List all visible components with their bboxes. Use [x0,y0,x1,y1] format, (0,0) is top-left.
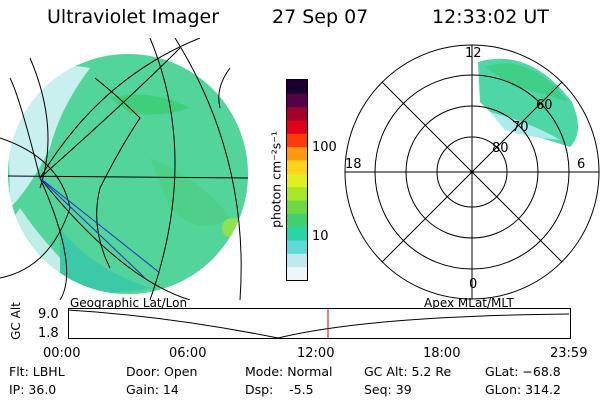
colorbar [286,79,308,281]
time-label: 12:33:02 UT [432,6,549,28]
mlt-label-0: 0 [469,277,478,292]
mlat-label-60: 60 [536,98,553,113]
colorbar-swatch [287,253,307,268]
colorbar-swatch [287,200,307,214]
polar-plot-caption: Apex MLat/MLT [424,296,514,310]
colorbar-swatch [287,146,307,161]
meridian-line [149,38,176,300]
date-label: 27 Sep 07 [272,6,369,28]
status-gc-alt: GC Alt: 5.2 Re [364,364,452,379]
colorbar-tick-10: 10 [312,229,329,244]
timeline-x-tick-2359: 23:59 [550,346,588,361]
colorbar-swatch [287,213,307,228]
colorbar-swatch [287,133,307,148]
timeline-y-tick-max: 9.0 [38,307,59,322]
colorbar-swatch [287,106,307,121]
timeline-x-tick-1800: 18:00 [423,346,461,361]
mlat-label-80: 80 [492,141,509,156]
status-glat: GLat: −68.8 [485,364,561,379]
latitude-line [7,175,249,179]
colorbar-unit-label: photon cm⁻²s⁻¹ [268,131,284,228]
colorbar-swatch [287,80,307,94]
terminator-line [39,177,146,279]
geographic-map [0,38,249,300]
instrument-title: Ultraviolet Imager [47,6,220,28]
mlt-label-18: 18 [345,157,362,172]
aurora-oval [478,58,579,147]
colorbar-swatch [287,173,307,188]
colorbar-tick-100: 100 [312,140,337,155]
status-seq: Seq: 39 [364,382,412,397]
colorbar-swatch [287,93,307,108]
timeline-y-tick-min: 1.8 [38,326,59,341]
status-gain: Gain: 14 [126,382,179,397]
mlt-label-12: 12 [465,46,482,61]
timeline-axis-label: GC Alt [9,302,23,340]
colorbar-swatch [287,120,307,134]
timeline-x-tick-1200: 12:00 [297,346,335,361]
orbit-timeline [68,308,571,339]
colorbar-swatch [287,186,307,201]
status-mode: Mode: Normal [245,364,333,379]
aurora-image [8,54,248,294]
polar-plot [344,44,600,300]
colorbar-swatch [287,240,307,254]
colorbar-swatch [287,266,307,280]
timeline-x-tick-0000: 00:00 [43,346,81,361]
mlt-label-6: 6 [577,157,586,172]
colorbar-swatch [287,160,307,174]
status-filter: Flt: LBHL [9,364,65,379]
mlat-label-70: 70 [512,120,529,135]
geo-map-caption: Geographic Lat/Lon [70,296,188,310]
status-glon: GLon: 314.2 [485,382,561,397]
status-dsp: Dsp: -5.5 [245,382,314,397]
timeline-x-tick-0600: 06:00 [169,346,207,361]
status-ip: IP: 36.0 [9,382,57,397]
colorbar-swatch [287,226,307,241]
status-door: Door: Open [126,364,198,379]
